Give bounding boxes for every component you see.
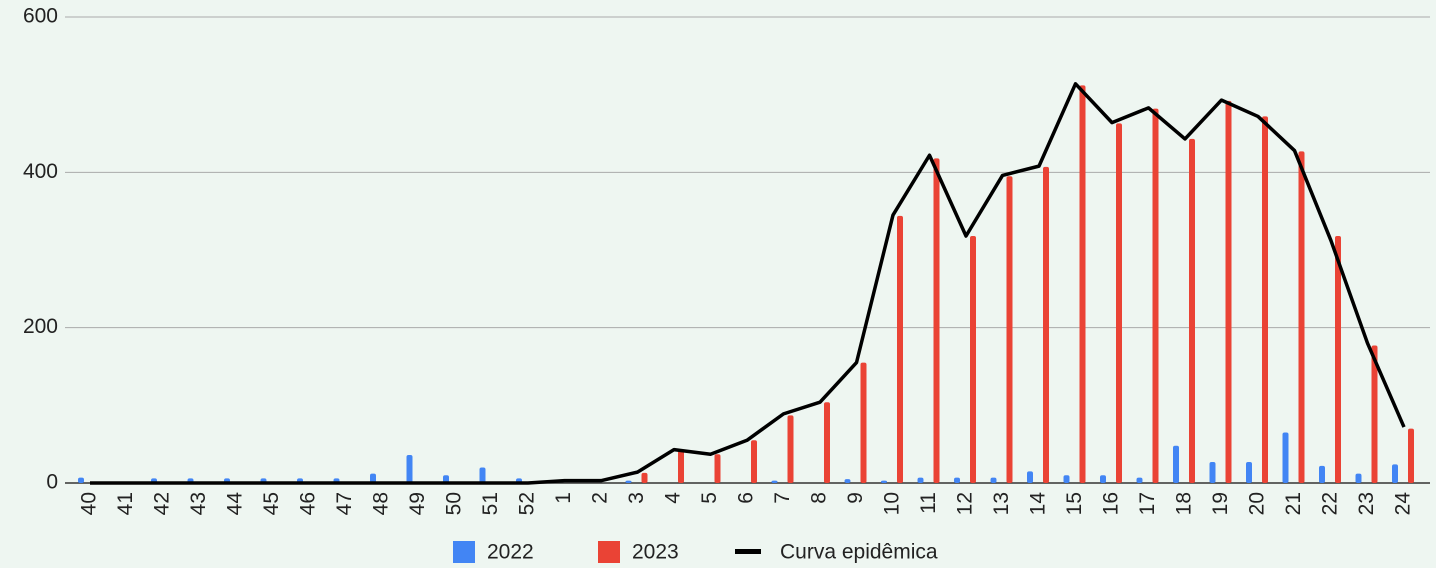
chart: 0200400600404142434445464748495051521234… [0,0,1436,568]
x-tick-label: 16 [1100,492,1123,515]
bar [1392,464,1398,483]
x-tick-label: 47 [333,492,356,515]
x-tick-label: 12 [954,492,977,515]
bar [934,158,940,483]
epidemic-curve [90,84,1404,483]
bar [1100,475,1106,483]
y-tick-label: 600 [23,5,58,28]
x-tick-label: 6 [735,492,758,504]
x-tick-label: 20 [1246,492,1269,515]
x-tick-label: 11 [917,492,940,514]
bar [1080,85,1086,483]
bar [824,402,830,483]
x-tick-label: 10 [881,492,904,515]
bar [1116,123,1122,483]
bar [1210,462,1216,483]
bar [897,216,903,483]
x-tick-label: 7 [771,492,794,504]
x-tick-label: 52 [516,492,539,515]
bar [1173,446,1179,483]
bar [1319,466,1325,483]
bar [1043,167,1049,483]
bar [1246,462,1252,483]
x-tick-label: 1 [552,492,575,504]
bar [1137,478,1143,483]
legend-swatch [735,549,761,554]
y-tick-label: 0 [46,471,58,494]
bar [642,473,648,483]
bar [626,481,632,483]
x-tick-label: 14 [1027,492,1050,516]
bar [1226,101,1232,483]
x-tick-label: 15 [1063,492,1086,515]
legend-swatch [453,541,475,563]
legend-swatch [598,541,620,563]
bar [1153,109,1159,483]
x-tick-label: 4 [662,492,685,504]
x-tick-label: 40 [78,492,101,515]
bar [772,481,778,483]
x-tick-label: 44 [224,492,247,516]
bar [1064,475,1070,483]
bar [407,455,413,483]
bar [1408,429,1414,483]
legend-label: 2022 [487,541,534,564]
bar [954,478,960,483]
x-tick-label: 43 [187,492,210,515]
bar [1189,139,1195,483]
x-tick-label: 17 [1136,492,1159,515]
bar [1335,236,1341,483]
legend-label: 2023 [632,541,679,564]
x-tick-label: 42 [151,492,174,515]
x-tick-label: 9 [844,492,867,504]
x-tick-label: 21 [1282,492,1305,515]
bar [918,478,924,483]
bar [1027,471,1033,483]
bar [715,454,721,483]
x-tick-label: 45 [260,492,283,515]
x-tick-label: 41 [114,492,137,515]
x-tick-label: 50 [443,492,466,515]
x-tick-label: 13 [990,492,1013,515]
legend-label: Curva epidêmica [780,541,938,564]
x-tick-label: 5 [698,492,721,504]
x-tick-label: 51 [479,492,502,515]
x-tick-label: 19 [1209,492,1232,515]
x-tick-label: 46 [297,492,320,515]
x-tick-label: 8 [808,492,831,504]
bar [861,363,867,483]
bar [1299,151,1305,483]
x-tick-label: 24 [1392,492,1415,516]
x-tick-label: 48 [370,492,393,515]
bar [1283,433,1289,483]
y-tick-label: 200 [23,315,58,338]
bar [1007,176,1013,483]
x-tick-label: 23 [1355,492,1378,515]
bar [991,478,997,483]
bar [1356,474,1362,483]
x-tick-label: 3 [625,492,648,504]
y-tick-label: 400 [23,160,58,183]
bar [788,415,794,483]
bar [970,236,976,483]
bar [678,450,684,483]
bar [78,478,84,483]
x-tick-label: 18 [1173,492,1196,515]
bar [751,440,757,483]
x-tick-label: 22 [1319,492,1342,515]
x-tick-label: 49 [406,492,429,515]
bar [480,467,486,483]
bar [881,481,887,483]
x-tick-label: 2 [589,492,612,504]
bar [845,479,851,483]
bar [1262,116,1268,483]
